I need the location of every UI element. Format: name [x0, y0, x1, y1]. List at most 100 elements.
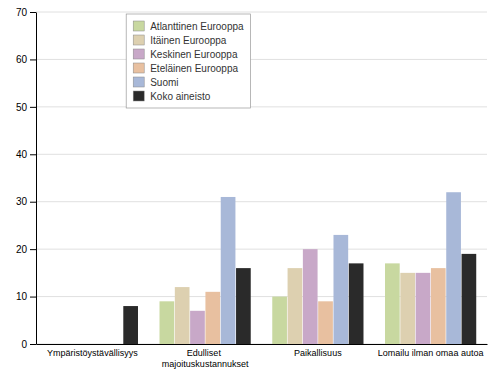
- bars: [123, 192, 476, 344]
- legend: Atlanttinen Eurooppa Itäinen Eurooppa Kesk…: [126, 14, 250, 108]
- bar: [123, 306, 138, 344]
- bar: [221, 197, 236, 344]
- legend-swatch: [133, 77, 144, 87]
- y-tick-mark: [30, 59, 36, 60]
- y-tick: 50: [16, 102, 36, 113]
- bar: [160, 301, 175, 344]
- bar: [272, 297, 287, 344]
- y-tick-label: 10: [16, 291, 28, 302]
- y-tick: 20: [16, 244, 36, 255]
- bar-series: [160, 263, 400, 344]
- y-tick: 70: [16, 7, 36, 18]
- bar: [205, 292, 220, 344]
- x-tick-label: Edulliset majoituskustannukset: [162, 348, 249, 368]
- bar: [47, 344, 62, 345]
- legend-label: Suomi: [150, 77, 178, 88]
- grid-line: [36, 59, 487, 60]
- x-axis: Ympäristöystävällisyys Edulliset majoitus…: [37, 345, 488, 369]
- grid: [36, 12, 487, 344]
- x-tick-label-line: majoituskustannukset: [162, 359, 249, 369]
- bar: [333, 235, 348, 344]
- y-tick-mark: [30, 107, 36, 108]
- bar: [190, 311, 205, 344]
- x-tick-label-line: Paikallisuus: [294, 348, 342, 358]
- bar: [236, 268, 251, 344]
- x-axis-line: [37, 344, 488, 345]
- bar: [303, 249, 318, 344]
- grid-line: [36, 249, 487, 250]
- legend-swatch: [133, 91, 144, 101]
- bar: [108, 344, 123, 345]
- y-tick-label: 50: [16, 102, 28, 113]
- bar: [175, 287, 190, 344]
- grid-line: [36, 154, 487, 155]
- legend-swatch: [133, 35, 144, 45]
- legend-label: Itäinen Eurooppa: [150, 35, 227, 46]
- legend-box: [126, 14, 250, 108]
- bar: [93, 344, 108, 345]
- chart-container: 0 10 20 30 40 50 60 70 Ympäristöystävällisyys Edu…: [0, 0, 501, 386]
- y-tick: 10: [16, 291, 36, 302]
- bar-series: [221, 192, 461, 344]
- legend-item: Eteläinen Eurooppa: [133, 63, 238, 74]
- y-tick-mark: [30, 12, 36, 13]
- legend-item: Itäinen Eurooppa: [133, 35, 227, 46]
- bar-series: [205, 268, 445, 344]
- x-tick-label: Paikallisuus: [294, 348, 342, 358]
- bar: [62, 344, 77, 345]
- y-axis: 0 10 20 30 40 50 60 70: [16, 7, 37, 350]
- x-tick: Edulliset majoituskustannukset: [162, 348, 249, 368]
- grid-line: [36, 201, 487, 202]
- legend-swatch: [133, 63, 144, 73]
- legend-label: Keskinen Eurooppa: [150, 49, 238, 60]
- y-tick-label: 70: [16, 7, 28, 18]
- bar: [416, 273, 431, 344]
- bar: [385, 263, 400, 344]
- y-tick-mark: [30, 344, 36, 345]
- legend-swatch: [133, 49, 144, 59]
- x-tick-label-line: Lomailu ilman omaa autoa: [378, 348, 484, 358]
- legend-item: Keskinen Eurooppa: [133, 49, 238, 60]
- y-tick-mark: [30, 249, 36, 250]
- bar: [446, 192, 461, 344]
- legend-item: Koko aineisto: [133, 91, 210, 102]
- chart-svg: 0 10 20 30 40 50 60 70 Ympäristöystävällisyys Edu…: [0, 0, 501, 386]
- legend-label: Koko aineisto: [150, 91, 210, 102]
- y-tick: 0: [21, 339, 36, 350]
- y-tick: 40: [16, 149, 36, 160]
- bar: [462, 254, 477, 344]
- bar-series: [175, 268, 415, 344]
- x-tick: Ympäristöystävällisyys: [47, 348, 138, 358]
- bar: [431, 268, 446, 344]
- y-tick: 60: [16, 54, 36, 65]
- bar-series: [123, 254, 476, 344]
- y-tick-label: 60: [16, 54, 28, 65]
- y-tick-label: 20: [16, 244, 28, 255]
- grid-line: [36, 12, 487, 13]
- legend-swatch: [133, 21, 144, 31]
- legend-item: Atlanttinen Eurooppa: [133, 21, 244, 32]
- y-tick-mark: [30, 202, 36, 203]
- bar: [400, 273, 415, 344]
- legend-label: Atlanttinen Eurooppa: [150, 21, 244, 32]
- bar: [288, 268, 303, 344]
- grid-line: [36, 106, 487, 107]
- y-tick-mark: [30, 154, 36, 155]
- bar: [77, 344, 92, 345]
- bar: [318, 301, 333, 344]
- y-tick: 30: [16, 196, 36, 207]
- x-tick: Paikallisuus: [294, 348, 342, 358]
- plot-area: 0 10 20 30 40 50 60 70 Ympäristöystävällisyys Edu…: [16, 7, 488, 369]
- legend-item: Suomi: [133, 77, 178, 88]
- bar: [349, 263, 364, 344]
- x-tick-label-line: Ympäristöystävällisyys: [47, 348, 138, 358]
- x-tick: Lomailu ilman omaa autoa: [378, 348, 484, 358]
- y-tick-label: 40: [16, 149, 28, 160]
- y-axis-line: [36, 13, 37, 345]
- x-tick-label: Ympäristöystävällisyys: [47, 348, 138, 358]
- y-tick-label: 0: [21, 339, 27, 350]
- x-tick-label-line: Edulliset: [187, 348, 224, 358]
- legend-label: Eteläinen Eurooppa: [150, 63, 238, 74]
- y-tick-label: 30: [16, 196, 28, 207]
- x-tick-label: Lomailu ilman omaa autoa: [378, 348, 484, 358]
